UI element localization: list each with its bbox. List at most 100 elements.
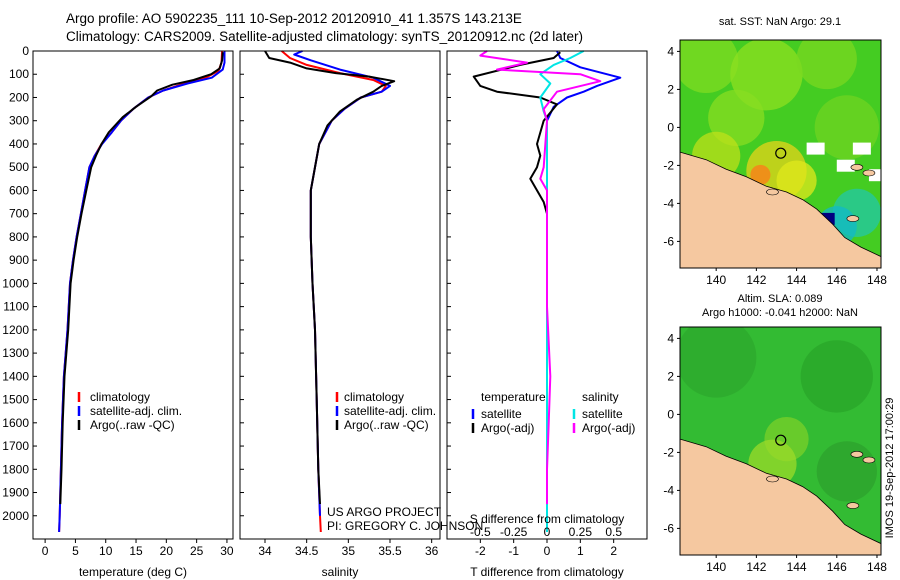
sla-island [846,502,860,509]
sst-lon-tick-label: 148 [867,273,887,287]
sst-island [846,215,860,222]
sla-argo-marker [775,434,787,446]
sst-missing-cell [852,142,871,155]
sla-lon-tick-label: 144 [787,560,807,574]
sst-missing-cell [836,159,855,172]
sla-field-patch [816,441,877,502]
diff-legend-salinity-title: salinity [582,390,619,404]
temperature-x-tick-label: 5 [72,544,79,558]
project-pi: PI: GREGORY C. JOHNSON [327,519,483,533]
salinity-diff-tick-label: 0.5 [605,525,622,539]
diff-legend-salinity-entry: satellite [582,407,623,421]
sst-lon-tick-label: 142 [746,273,766,287]
temperature-diff-x-tick-label: -2 [475,544,486,558]
sst-field-patch [708,89,765,147]
sla-map-content [680,327,881,555]
salinity-series-0 [281,50,387,533]
sst-field-patch [776,160,817,201]
temperature-legend-entry: climatology [90,390,150,404]
diff-legend-temperature-entry: satellite [481,407,522,421]
salinity-series-1 [293,50,391,516]
depth-tick-label: 1500 [2,393,29,407]
sst-map-group: -6 -4 -2 0 2 4 140 142 144 146 148 [663,39,887,287]
sst-lat-tick-label: 2 [667,82,674,96]
sla-lat-tick-label: -4 [663,483,674,497]
figure-title-line2: Climatology: CARS2009. Satellite-adjuste… [66,29,584,44]
salinity-legend-entry: satellite-adj. clim. [344,404,436,418]
depth-tick-label: 1100 [3,300,29,314]
temperature-x-tick-label: 10 [99,544,113,558]
sst-map-title: sat. SST: NaN Argo: 29.1 [719,16,841,28]
depth-tick-label: 1200 [2,323,29,337]
salinity-x-tick-label: 34 [258,544,272,558]
depth-tick-label: 2000 [2,509,29,523]
temperature-x-tick-label: 30 [220,544,234,558]
salinity-diff-tick-label: -0.5 [470,525,491,539]
diff-legend-temperature-title: temperature [481,390,546,404]
depth-tick-label: 600 [9,183,29,197]
sst-map-frame [679,39,882,269]
depth-tick-label: 1800 [2,462,29,476]
sst-lat-tick-label: 4 [667,44,674,58]
depth-tick-label: 900 [9,253,29,267]
temperature-series-2 [59,52,224,505]
salinity-series-2 [264,50,396,505]
sla-island [850,450,864,458]
sst-missing-cell [806,142,825,155]
sla-island [862,456,876,464]
sst-lat-tick-label: -4 [663,196,674,210]
depth-tick-label: 700 [9,207,29,221]
difference-series-0 [546,50,622,532]
sst-field-patch [796,40,857,90]
sla-lat-tick-label: 2 [667,369,674,383]
temperature-x-label: temperature (deg C) [79,565,187,579]
sla-lon-tick-label: 146 [827,560,847,574]
sla-land [680,438,881,555]
temperature-diff-x-tick-label: -1 [508,544,519,558]
temperature-legend-entry: satellite-adj. clim. [90,404,182,418]
temperature-plot-frame [32,50,234,540]
sla-lon-tick-label: 148 [867,560,887,574]
salinity-legend-entry: climatology [344,390,404,404]
sst-argo-marker [775,147,787,159]
sla-lat-tick-label: 0 [667,407,674,421]
sla-lat-tick-label: -2 [663,445,674,459]
sst-lat-tick-label: -6 [663,234,674,248]
salinity-plot-frame [239,50,441,540]
sst-lat-tick-label: 0 [667,120,674,134]
sst-island [766,188,779,196]
salinity-x-tick-label: 36 [425,544,439,558]
depth-tick-label: 100 [9,67,29,81]
sst-map-content [680,40,881,268]
diff-legend-salinity-entry: Argo(-adj) [582,421,635,435]
sst-field-patch [750,164,771,185]
depth-tick-label: 1900 [2,486,29,500]
temperature-legend-entry: Argo(..raw -QC) [90,418,175,432]
depth-tick-label: 400 [9,137,29,151]
project-name: US ARGO PROJECT [327,505,442,519]
temperature-diff-x-tick-label: 0 [544,544,551,558]
temperature-x-tick-label: 25 [190,544,204,558]
depth-tick-label: 300 [9,114,29,128]
salinity-x-tick-label: 35.5 [378,544,402,558]
depth-tick-label: 800 [9,230,29,244]
difference-series-3 [479,50,602,505]
sla-map-subtitle: Argo h1000: -0.041 h2000: NaN [702,307,858,319]
temperature-diff-x-tick-label: 1 [577,544,584,558]
sst-lon-tick-label: 140 [706,273,726,287]
sst-island [862,169,876,177]
salinity-x-tick-label: 35 [342,544,356,558]
timestamp-stamp: IMOS 19-Sep-2012 17:00:29 [884,398,896,539]
sla-map-frame [679,326,882,556]
sst-island [850,164,864,171]
salinity-x-tick-label: 34.5 [295,544,319,558]
salinity-diff-tick-label: 0 [544,525,551,539]
sst-field-patch [680,40,739,94]
depth-tick-label: 200 [9,90,29,104]
sst-lon-tick-label: 146 [827,273,847,287]
salinity-diff-tick-label: -0.25 [500,525,528,539]
depth-tick-label: 1700 [2,439,29,453]
depth-tick-label: 500 [9,160,29,174]
sst-lat-tick-label: -2 [663,158,674,172]
